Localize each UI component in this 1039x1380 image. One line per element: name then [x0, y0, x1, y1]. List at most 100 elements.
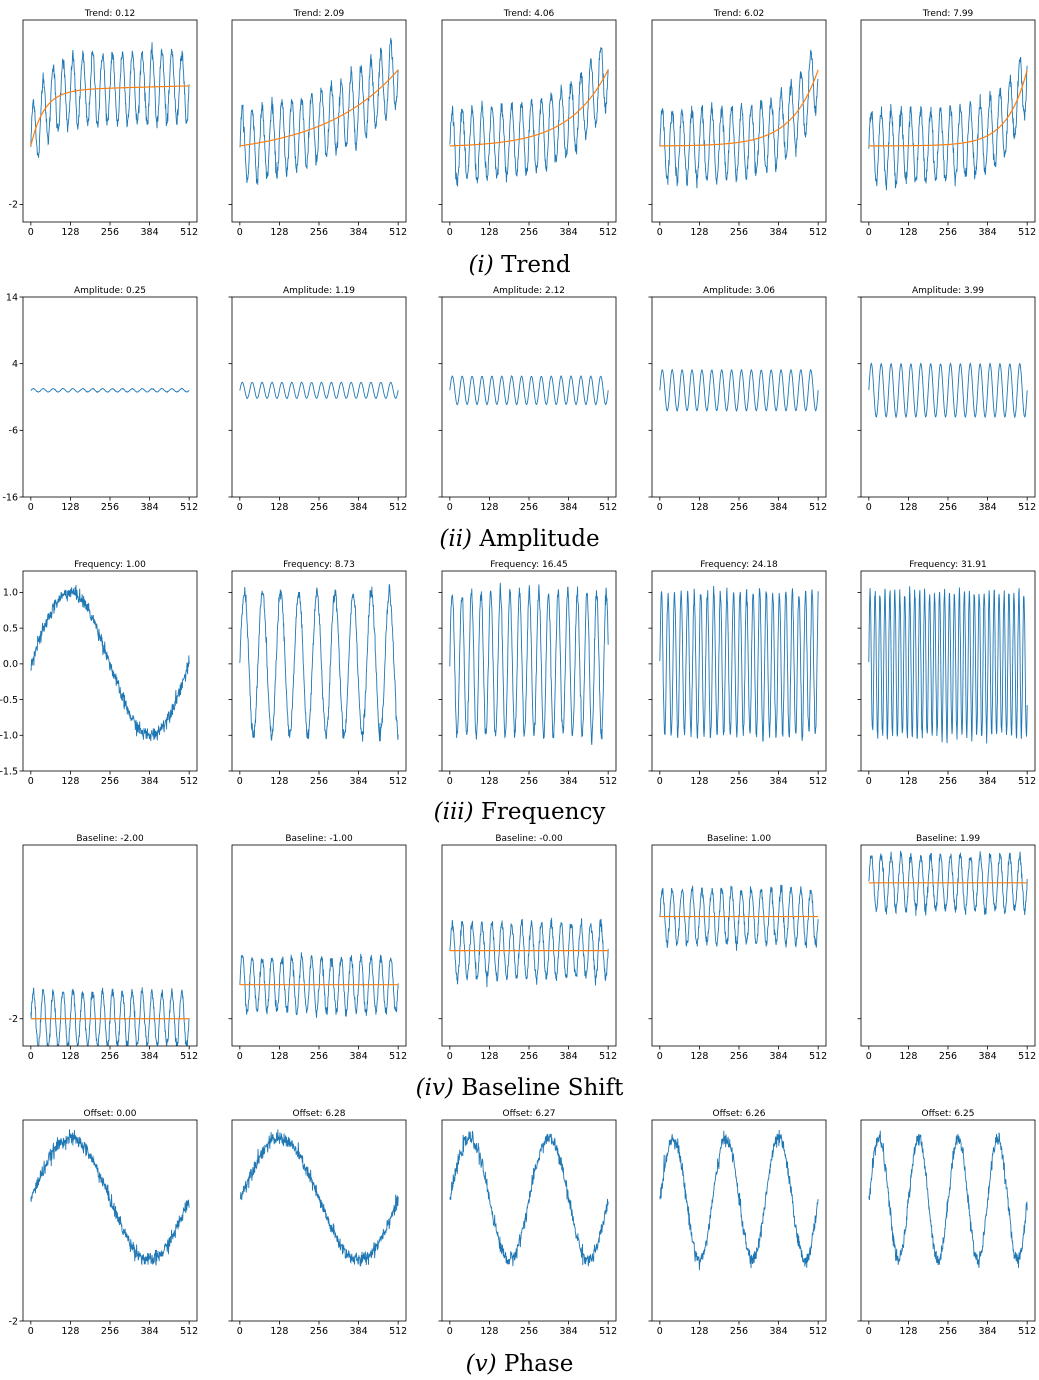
x-tick-label: 128	[480, 1051, 498, 1062]
subplot-2-4: Amplitude: 3.06 0 128 256 384 512	[648, 286, 827, 513]
x-tick-label: 256	[520, 1051, 538, 1062]
y-tick-label: 1.0	[3, 588, 18, 599]
axes-frame	[860, 1119, 1036, 1322]
x-tick-label: 0	[447, 1051, 453, 1062]
axes-frame	[22, 1119, 198, 1322]
trend-line	[239, 69, 399, 147]
x-tick-label: 128	[270, 502, 288, 513]
x-tick-label: 512	[599, 227, 617, 238]
series-line	[659, 49, 819, 189]
series-line	[868, 586, 1028, 744]
trend-line	[659, 69, 819, 147]
x-tick-label: 384	[560, 776, 578, 787]
x-tick-label: 512	[1018, 776, 1036, 787]
x-tick-label: 512	[809, 1051, 827, 1062]
x-tick-label: 384	[350, 227, 368, 238]
row-caption-text: Baseline Shift	[461, 1075, 624, 1101]
x-tick-label: 256	[520, 1326, 538, 1337]
x-tick-label: 384	[770, 227, 788, 238]
plot-title: Frequency: 31.91	[909, 560, 987, 570]
series-line	[659, 368, 819, 412]
x-tick-label: 256	[730, 1326, 748, 1337]
row-caption: (iv) Baseline Shift	[416, 1075, 625, 1101]
axes-frame	[441, 296, 617, 498]
x-tick-label: 0	[657, 1326, 663, 1337]
trend-line	[30, 85, 190, 147]
subplot-2-5: Amplitude: 3.99 0 128 256 384 512	[857, 286, 1036, 513]
x-tick-label: 512	[1018, 1326, 1036, 1337]
x-tick-label: 256	[939, 1051, 957, 1062]
x-tick-label: 0	[866, 1326, 872, 1337]
plot-title: Trend: 2.09	[293, 9, 345, 19]
x-tick-label: 0	[237, 1326, 243, 1337]
subplot-4-3: Baseline: -0.00 0 128 256 384 512	[438, 834, 617, 1062]
series-line	[239, 1129, 399, 1267]
row-caption-text: Trend	[501, 252, 571, 278]
x-tick-label: 512	[809, 227, 827, 238]
x-tick-label: 384	[979, 227, 997, 238]
plot-title: Amplitude: 2.12	[493, 286, 565, 296]
x-tick-label: 128	[690, 776, 708, 787]
y-tick-label: -16	[2, 492, 18, 503]
x-tick-label: 512	[809, 1326, 827, 1337]
plot-title: Amplitude: 1.19	[283, 286, 355, 296]
row-caption: (iii) Frequency	[434, 799, 606, 825]
x-tick-label: 128	[61, 502, 79, 513]
x-tick-label: 256	[101, 227, 119, 238]
x-tick-label: 256	[939, 227, 957, 238]
series-line	[449, 47, 609, 187]
x-tick-label: 512	[389, 227, 407, 238]
y-tick-label: -6	[9, 426, 18, 437]
x-tick-label: 256	[939, 1326, 957, 1337]
x-tick-label: 128	[480, 227, 498, 238]
x-tick-label: 0	[28, 1326, 34, 1337]
x-tick-label: 0	[657, 1051, 663, 1062]
plot-title: Amplitude: 0.25	[74, 286, 146, 296]
series-line	[659, 1129, 819, 1271]
axes-frame	[651, 844, 827, 1047]
series-line	[868, 362, 1028, 419]
x-tick-label: 512	[599, 502, 617, 513]
subplot-1-3: Trend: 4.06 0 128 256 384 512	[438, 9, 617, 238]
x-tick-label: 512	[599, 776, 617, 787]
x-tick-label: 512	[599, 1326, 617, 1337]
series-line	[239, 37, 399, 185]
trend-line	[449, 69, 609, 147]
x-tick-label: 256	[520, 227, 538, 238]
x-tick-label: 128	[480, 776, 498, 787]
x-tick-label: 128	[690, 502, 708, 513]
subplot-1-4: Trend: 6.02 0 128 256 384 512	[648, 9, 827, 238]
plot-title: Amplitude: 3.06	[703, 286, 775, 296]
plot-title: Frequency: 16.45	[490, 560, 568, 570]
x-tick-label: 128	[480, 502, 498, 513]
x-tick-label: 384	[560, 1051, 578, 1062]
axes-frame	[441, 19, 617, 223]
x-tick-label: 0	[447, 227, 453, 238]
series-line	[449, 374, 609, 406]
x-tick-label: 384	[560, 502, 578, 513]
x-tick-label: 128	[61, 1326, 79, 1337]
x-tick-label: 128	[270, 227, 288, 238]
y-tick-label: 4	[12, 359, 18, 370]
series-line	[239, 952, 399, 1018]
y-tick-label: -2	[9, 1316, 18, 1327]
x-tick-label: 512	[180, 776, 198, 787]
y-tick-label: 14	[6, 292, 18, 303]
x-tick-label: 128	[690, 1051, 708, 1062]
x-tick-label: 256	[310, 1326, 328, 1337]
x-tick-label: 128	[270, 1326, 288, 1337]
x-tick-label: 384	[350, 1326, 368, 1337]
plot-title: Frequency: 1.00	[74, 560, 146, 570]
row-caption-number: (v)	[466, 1351, 504, 1377]
x-tick-label: 256	[730, 227, 748, 238]
series-line	[659, 884, 819, 951]
x-tick-label: 128	[690, 1326, 708, 1337]
x-tick-label: 256	[730, 1051, 748, 1062]
y-tick-label: -1.5	[0, 766, 18, 777]
subplot-5-4: Offset: 6.26 0 128 256 384 512	[648, 1109, 827, 1337]
x-tick-label: 256	[310, 1051, 328, 1062]
x-tick-label: 256	[730, 502, 748, 513]
x-tick-label: 256	[310, 227, 328, 238]
plot-title: Trend: 6.02	[713, 9, 765, 19]
x-tick-label: 512	[809, 776, 827, 787]
